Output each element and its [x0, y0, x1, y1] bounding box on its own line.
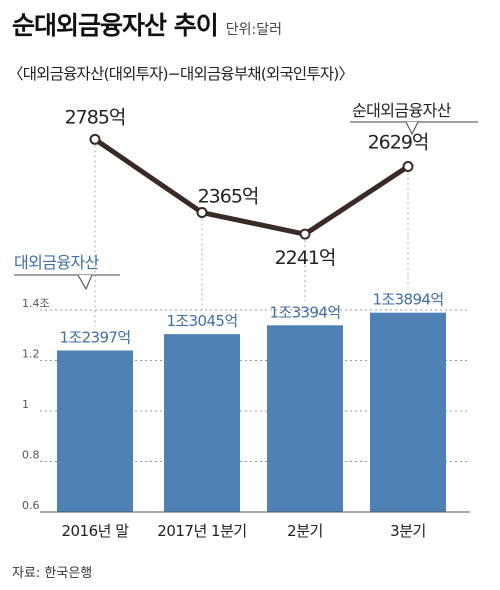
line-point-marker: [196, 207, 208, 219]
line-value-label: 2629억: [368, 132, 429, 154]
line-series-label: 순대외금융자산: [352, 101, 452, 120]
y-tick-label: 0.6: [22, 499, 40, 512]
x-tick-label: 2분기: [287, 522, 323, 540]
line-point-marker: [402, 161, 414, 173]
bar-value-label: 1조3394억: [269, 303, 340, 321]
source-note: 자료: 한국은행: [12, 566, 93, 581]
bar-value-label: 1조3894억: [372, 291, 443, 309]
line-value-label: 2785억: [65, 106, 126, 128]
chart-area: 0.6 0.8 1 1.2 1.4조 1조2397억 1조3045억 1조3394억 1조389…: [14, 101, 478, 540]
line-series-callout-pointer: [405, 121, 419, 136]
chart-title: 순대외금융자산 추이: [12, 11, 219, 40]
y-tick-label: 1: [22, 398, 29, 411]
x-tick-label: 3분기: [390, 522, 426, 540]
line-value-label: 2365억: [198, 186, 259, 208]
bar: [164, 334, 240, 512]
y-tick-label: 0.8: [22, 449, 40, 462]
bar-value-label: 1조3045억: [166, 312, 237, 330]
chart-subtitle: 〈대외금융자산(대외투자)−대외금융부채(외국인투자)〉: [8, 65, 354, 83]
line-value-label: 2241억: [275, 247, 336, 269]
bar: [267, 325, 343, 512]
x-tick-label: 2017년 1분기: [157, 522, 246, 540]
bar-value-label: 1조2397억: [59, 328, 130, 346]
y-tick-label: 1.2: [22, 348, 40, 361]
bar-series-label: 대외금융자산: [14, 253, 100, 272]
unit-label: 단위:달러: [225, 22, 282, 38]
bar: [370, 312, 446, 512]
line-point-marker: [299, 228, 311, 240]
bar-series-callout-pointer: [77, 274, 93, 291]
x-tick-label: 2016년 말: [61, 522, 129, 540]
line-series-path: [93, 137, 410, 237]
y-tick-label: 1.4조: [22, 297, 50, 310]
bar: [57, 350, 133, 512]
line-point-marker: [89, 133, 101, 145]
title-row: 순대외금융자산 추이 단위:달러: [12, 6, 282, 42]
